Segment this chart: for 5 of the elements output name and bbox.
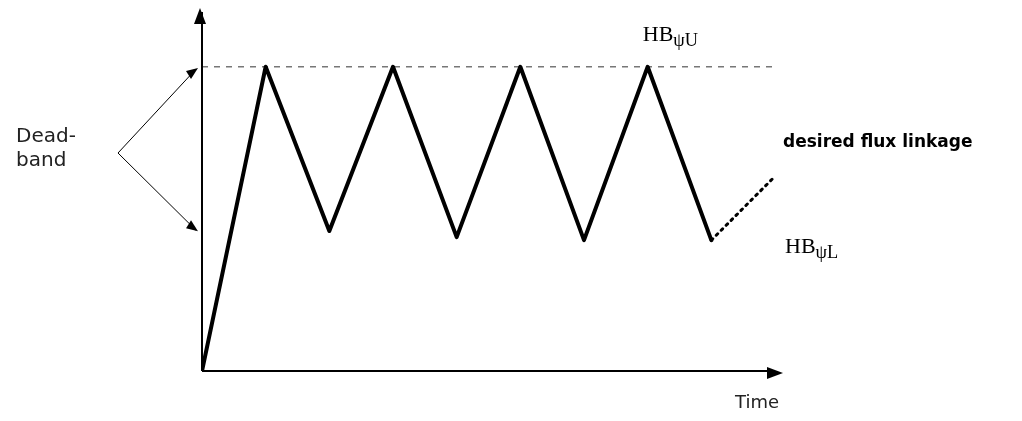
text: Dead-band [16, 123, 77, 171]
text: HB$_{ψL}$ [785, 233, 839, 264]
series-label: desired flux linkage [783, 131, 973, 152]
ref-line-label: HB$_{ψU}$ [642, 21, 699, 52]
x-axis-title: Time [735, 391, 780, 412]
